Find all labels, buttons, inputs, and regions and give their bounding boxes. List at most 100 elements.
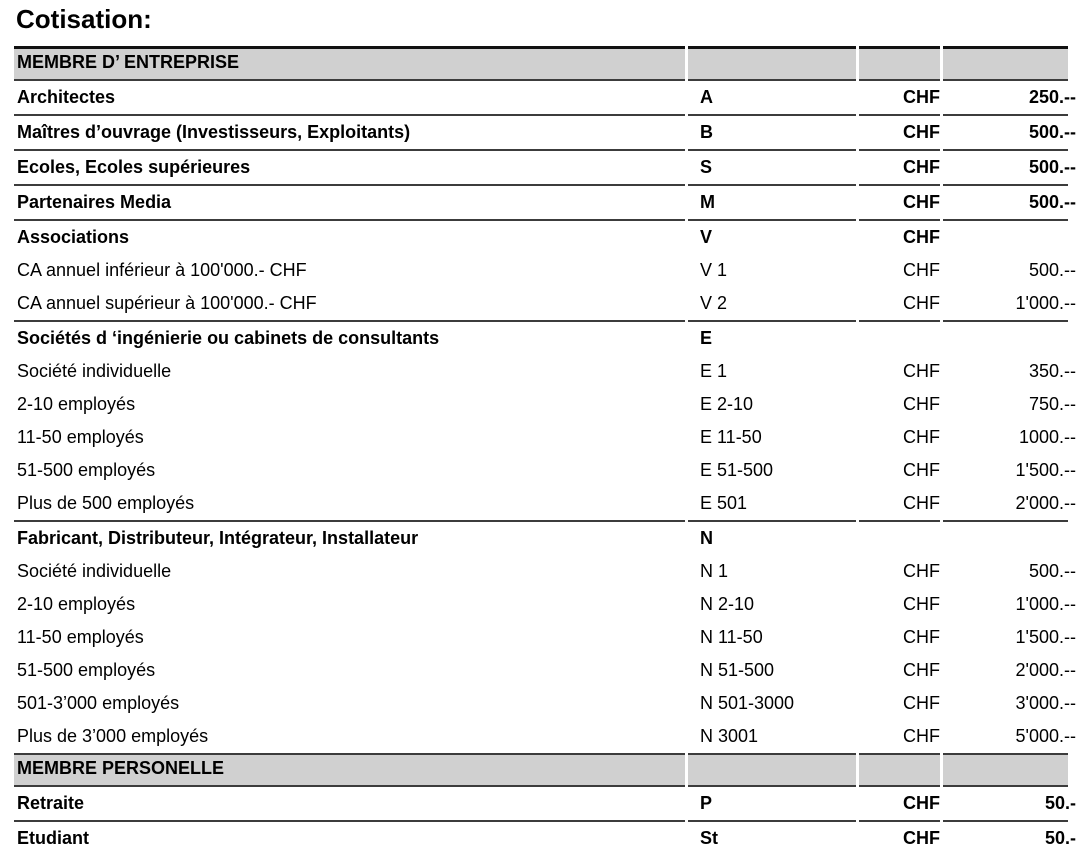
amount-text: 1'500.-- (1015, 460, 1076, 480)
member-category-label: Associations (14, 219, 685, 254)
member-category-label: Etudiant (14, 820, 685, 855)
member-code (688, 46, 856, 79)
member-code: E 11-50 (700, 427, 762, 447)
amount-value: 750.-- (943, 388, 1076, 421)
amount-text: 250.-- (1028, 87, 1076, 107)
member-code: M (688, 184, 856, 219)
amount-value: 500.-- (943, 184, 1076, 219)
amount-text: 500.-- (1028, 561, 1076, 581)
table-row: Etudiant St CHF 50.- (14, 820, 1076, 855)
member-category-label: 11-50 employés (17, 627, 144, 647)
member-category-label: CA annuel inférieur à 100'000.- CHF (17, 260, 307, 280)
table-row: Architectes A CHF 250.-- (14, 79, 1076, 114)
currency-label: CHF (859, 184, 940, 219)
amount-text: 50.- (1044, 793, 1076, 813)
member-category-label: Architectes (14, 79, 685, 114)
amount-value: 3'000.-- (943, 687, 1076, 720)
amount-text: 1000.-- (1018, 427, 1076, 447)
amount-value: 50.- (943, 820, 1076, 855)
currency-label: CHF (903, 460, 940, 480)
member-code: V 2 (700, 293, 728, 313)
currency-label: CHF (903, 594, 940, 614)
member-code: N 11-50 (700, 627, 763, 647)
currency-label: CHF (903, 726, 940, 746)
member-code: E 1 (700, 361, 728, 381)
table-row: Maîtres d’ouvrage (Investisseurs, Exploi… (14, 114, 1076, 149)
amount-value: 5'000.-- (943, 720, 1076, 753)
cotisation-fee-table: MEMBRE D’ ENTREPRISE Architectes A CHF 250.-… (11, 46, 1076, 855)
table-row: Plus de 3’000 employés N 3001 CHF 5'000.-- (14, 720, 1076, 753)
member-code: E 501 (700, 493, 748, 513)
currency-label: CHF (859, 219, 940, 254)
amount-value: 500.-- (943, 254, 1076, 287)
member-code: N 3001 (700, 726, 759, 746)
amount-value: 500.-- (943, 114, 1076, 149)
member-code: E 2-10 (700, 394, 754, 414)
member-code: V 1 (700, 260, 728, 280)
currency-label: CHF (903, 627, 940, 647)
amount-text: 1'500.-- (1015, 627, 1076, 647)
amount-value: 1'000.-- (943, 588, 1076, 621)
member-category-label: Partenaires Media (14, 184, 685, 219)
member-category-label: MEMBRE PERSONELLE (14, 753, 685, 785)
currency-label (859, 520, 940, 555)
table-row: Partenaires Media M CHF 500.-- (14, 184, 1076, 219)
amount-text: 2'000.-- (1015, 493, 1076, 513)
member-category-label: Maîtres d’ouvrage (Investisseurs, Exploi… (14, 114, 685, 149)
currency-label: CHF (903, 660, 940, 680)
table-row: Ecoles, Ecoles supérieures S CHF 500.-- (14, 149, 1076, 184)
member-category-label: 501-3’000 employés (17, 693, 180, 713)
member-category-label: Ecoles, Ecoles supérieures (14, 149, 685, 184)
table-row: 51-500 employés E 51-500 CHF 1'500.-- (14, 454, 1076, 487)
member-category-label: 51-500 employés (17, 460, 156, 480)
amount-text: 350.-- (1028, 361, 1076, 381)
member-code: B (688, 114, 856, 149)
member-code: N 51-500 (700, 660, 775, 680)
member-category-label: 2-10 employés (17, 594, 136, 614)
amount-value: 1000.-- (943, 421, 1076, 454)
amount-value (943, 520, 1068, 555)
member-category-label: Plus de 500 employés (17, 493, 195, 513)
member-category-label: Sociétés d ‘ingénierie ou cabinets de co… (14, 320, 685, 355)
amount-value: 1'500.-- (943, 454, 1076, 487)
table-row: 2-10 employés E 2-10 CHF 750.-- (14, 388, 1076, 421)
amount-value (943, 46, 1068, 79)
amount-value: 2'000.-- (943, 654, 1076, 687)
currency-label: CHF (903, 394, 940, 414)
table-row: 2-10 employés N 2-10 CHF 1'000.-- (14, 588, 1076, 621)
currency-label: CHF (903, 293, 940, 313)
member-category-label: 11-50 employés (17, 427, 144, 447)
amount-text: 1'000.-- (1015, 594, 1076, 614)
amount-text: 3'000.-- (1015, 693, 1076, 713)
table-row: Plus de 500 employés E 501 CHF 2'000.-- (14, 487, 1076, 520)
amount-value (943, 219, 1068, 254)
member-code: P (688, 785, 856, 820)
currency-label: CHF (859, 79, 940, 114)
amount-value (943, 320, 1068, 355)
table-section-header-row: MEMBRE D’ ENTREPRISE (14, 46, 1068, 79)
amount-text: 750.-- (1028, 394, 1076, 414)
currency-label (859, 320, 940, 355)
amount-text: 500.-- (1028, 192, 1076, 212)
table-row: CA annuel supérieur à 100'000.- CHF V 2 CH… (14, 287, 1076, 320)
table-row: Société individuelle N 1 CHF 500.-- (14, 555, 1076, 588)
table-row: Associations V CHF (14, 219, 1068, 254)
currency-label (859, 46, 940, 79)
amount-text: 2'000.-- (1015, 660, 1076, 680)
table-row: Fabricant, Distributeur, Intégrateur, In… (14, 520, 1068, 555)
currency-label (859, 753, 940, 785)
member-code: N 2-10 (700, 594, 755, 614)
member-code: V (688, 219, 856, 254)
member-code: S (688, 149, 856, 184)
currency-label: CHF (859, 820, 940, 855)
page-title: Cotisation: (16, 4, 152, 34)
currency-label: CHF (859, 785, 940, 820)
member-category-label: Retraite (14, 785, 685, 820)
amount-value: 250.-- (943, 79, 1076, 114)
table-row: CA annuel inférieur à 100'000.- CHF V 1 CH… (14, 254, 1076, 287)
table-row: Retraite P CHF 50.- (14, 785, 1076, 820)
amount-text: 50.- (1044, 828, 1076, 848)
currency-label: CHF (903, 260, 940, 280)
member-code: N 1 (700, 561, 729, 581)
member-code: St (688, 820, 856, 855)
